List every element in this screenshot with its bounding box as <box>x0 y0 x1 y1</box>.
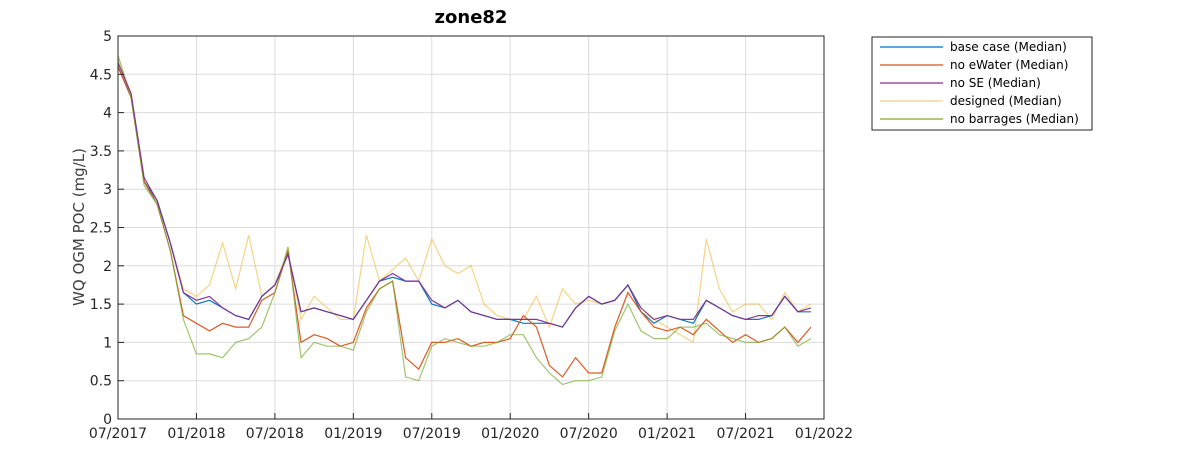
x-tick-label: 01/2022 <box>795 426 853 442</box>
x-tick-label: 07/2020 <box>560 426 618 442</box>
legend-label: no SE (Median) <box>950 76 1041 90</box>
legend-items: base case (Median) no eWater (Median) no S… <box>880 40 1079 126</box>
y-tick-label: 3 <box>103 182 112 198</box>
y-tick-label: 3.5 <box>90 144 112 160</box>
y-tick-label: 0 <box>103 412 112 428</box>
series-layer <box>117 55 812 386</box>
x-tick-label: 07/2019 <box>403 426 461 442</box>
legend: base case (Median) no eWater (Median) no S… <box>871 36 1093 131</box>
y-tick-label: 2.5 <box>90 221 112 237</box>
x-tick-label: 01/2018 <box>167 426 225 442</box>
x-axis: 07/2017 01/2018 07/2018 01/2019 07/2019 01/20… <box>89 413 853 442</box>
y-tick-label: 2 <box>103 259 112 275</box>
x-tick-label: 07/2018 <box>246 426 304 442</box>
legend-label: base case (Median) <box>950 40 1067 54</box>
legend-label: designed (Median) <box>950 94 1062 108</box>
chart-title: zone82 <box>435 7 508 28</box>
y-tick-label: 4 <box>103 106 112 122</box>
y-tick-label: 0.5 <box>90 374 112 390</box>
series-line <box>117 62 812 328</box>
y-tick-label: 4.5 <box>90 67 112 83</box>
y-tick-label: 5 <box>103 29 112 45</box>
series-line <box>117 58 812 344</box>
y-axis: 0 0.5 1 1.5 2 2.5 3 3.5 4 4.5 5 <box>90 29 124 428</box>
legend-label: no eWater (Median) <box>950 58 1068 72</box>
series-line <box>117 55 812 386</box>
y-axis-label: WQ OGM POC (mg/L) <box>70 148 88 306</box>
legend-label: no barrages (Median) <box>950 112 1079 126</box>
x-tick-label: 07/2021 <box>716 426 774 442</box>
x-tick-label: 01/2021 <box>638 426 696 442</box>
x-tick-label: 01/2019 <box>324 426 382 442</box>
x-tick-label: 07/2017 <box>89 426 147 442</box>
x-tick-label: 01/2020 <box>481 426 539 442</box>
y-tick-label: 1 <box>103 335 112 351</box>
y-tick-label: 1.5 <box>90 297 112 313</box>
series-line <box>117 66 812 378</box>
